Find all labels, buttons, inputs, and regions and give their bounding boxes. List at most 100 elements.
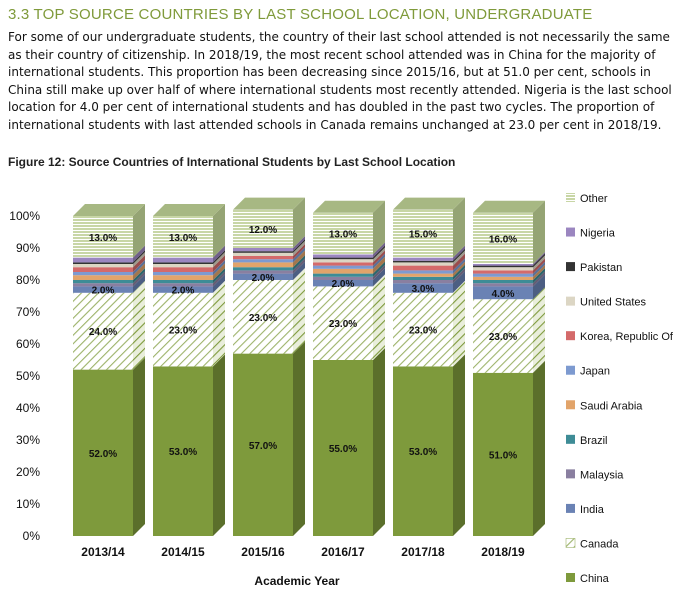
y-tick-label: 90% [16, 241, 40, 255]
bar-segment-side [133, 245, 145, 263]
data-label: 23.0% [409, 326, 437, 337]
bar-segment-side [533, 258, 545, 274]
data-label: 2.0% [92, 286, 115, 297]
legend-label: Malaysia [580, 469, 624, 481]
figure-title: Figure 12: Source Countries of Internati… [8, 155, 456, 169]
y-tick-label: 100% [9, 209, 40, 223]
bar-segment-side [453, 264, 465, 280]
data-label: 51.0% [489, 450, 517, 461]
bar-segment-side [213, 260, 225, 276]
data-label: 52.0% [89, 449, 117, 460]
legend-label: Japan [580, 366, 610, 378]
legend-swatch [566, 331, 575, 341]
bar-segment-side [373, 268, 385, 287]
stacked-bar-chart: 0% 10% 20% 30% 40% 50% 60% 70% 80% 90% 100% 52.0% 2… [9, 193, 674, 588]
bar-segment-side [453, 258, 465, 274]
data-label: 13.0% [329, 230, 357, 241]
bar-segment-side [373, 253, 385, 269]
bar-segment-side [293, 240, 305, 256]
bar-segment-side [373, 261, 385, 277]
bar-segment [153, 283, 213, 287]
bar-segment [393, 262, 453, 266]
bar-segment-side [293, 255, 305, 271]
bar-segment [473, 299, 533, 373]
bar-segment [313, 280, 373, 287]
bar-segment-side [533, 274, 545, 300]
y-tick-label: 40% [16, 401, 40, 415]
bars [73, 197, 545, 536]
bar-segment [393, 257, 453, 261]
bar-segment-side [213, 255, 225, 272]
data-label: 23.0% [249, 313, 277, 324]
y-tick-label: 60% [16, 337, 40, 351]
bar-segment [73, 292, 133, 370]
bar-segment [393, 265, 453, 271]
intro-paragraph: For some of our undergraduate students, … [8, 30, 672, 132]
data-label: 16.0% [489, 234, 517, 245]
bar-segment [473, 276, 533, 280]
data-label: 53.0% [169, 447, 197, 458]
bar-segment-side [293, 197, 305, 248]
data-labels: 52.0% 24.0% 2.0% 13.0% 2013/14 53.0% 23.0% 2.0%… [81, 225, 525, 559]
bar-segment-side [213, 274, 225, 293]
bar-segment-side [213, 271, 225, 287]
x-tick-label: 2014/15 [161, 545, 205, 559]
bar-segment [233, 280, 293, 354]
legend-swatch [566, 469, 575, 479]
bar-segment [313, 257, 373, 260]
bar-segment-side [213, 280, 225, 367]
x-tick-label: 2015/16 [241, 545, 285, 559]
bar-segment [473, 264, 533, 266]
bar-segment [153, 267, 213, 272]
bar-segment [393, 276, 453, 280]
bar-segment [73, 286, 133, 293]
bar-segment-side [533, 287, 545, 373]
bar-top [73, 204, 145, 216]
bar-segment [233, 209, 293, 248]
data-label: 23.0% [329, 319, 357, 330]
bar-segment-side [293, 250, 305, 268]
bar-top [153, 204, 225, 216]
bar-segment [153, 275, 213, 280]
legend-swatch [565, 538, 576, 548]
y-tick-label: 50% [16, 369, 40, 383]
data-label: 2.0% [172, 286, 195, 297]
legend-label: Nigeria [580, 228, 616, 240]
y-tick-label: 70% [16, 305, 40, 319]
bar-segment [153, 257, 213, 263]
bar-segment-side [133, 260, 145, 276]
x-tick-label: 2016/17 [321, 545, 365, 559]
bar-segment-side [213, 354, 225, 536]
bar-segment-side [293, 268, 305, 354]
legend: Other Nigeria Pakistan United States Korea, … [565, 193, 674, 585]
bar-top [393, 197, 465, 210]
bar-segment [73, 262, 133, 264]
bar-segment-side [293, 258, 305, 274]
bar-segment [473, 270, 533, 274]
y-tick-label: 30% [16, 433, 40, 447]
bar-segment [73, 369, 133, 536]
bar-segment-side [373, 200, 385, 255]
bar-segment-side [453, 280, 465, 367]
legend-swatch [566, 296, 575, 306]
legend-label: India [580, 504, 605, 516]
bar-segment-side [533, 264, 545, 280]
bar-segment [233, 251, 293, 253]
bar-segment [73, 272, 133, 276]
bar-segment-side [453, 271, 465, 293]
bar-segment [313, 259, 373, 263]
data-label: 13.0% [169, 233, 197, 244]
bar-segment [393, 366, 453, 536]
bar-segment-side [213, 252, 225, 268]
bar-segment [73, 283, 133, 287]
bar-segment-side [533, 200, 545, 264]
data-label: 57.0% [249, 441, 277, 452]
bar-top [473, 200, 545, 213]
bar-segment-side [133, 204, 145, 258]
data-label: 24.0% [89, 327, 117, 338]
y-tick-label: 80% [16, 273, 40, 287]
data-label: 55.0% [329, 444, 357, 455]
data-label: 23.0% [169, 326, 197, 337]
bar-segment [473, 212, 533, 264]
bar-segment [393, 292, 453, 367]
